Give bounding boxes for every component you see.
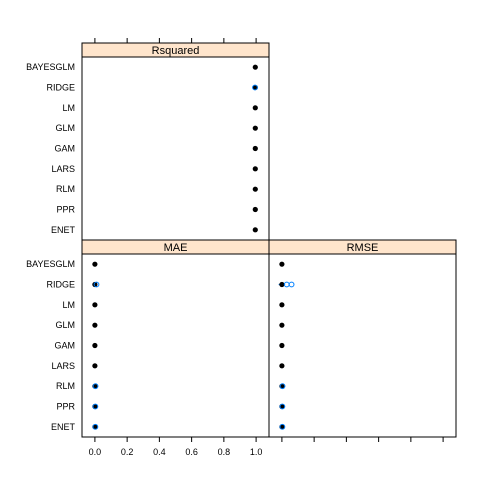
median-dot bbox=[252, 186, 258, 192]
model-label-glm-top: GLM bbox=[55, 123, 75, 133]
point-mae-rlm bbox=[92, 383, 99, 390]
panel-mae: MAE bbox=[81, 239, 270, 442]
median-dot bbox=[252, 166, 258, 172]
point-mae-lars bbox=[92, 363, 98, 369]
median-dot bbox=[92, 322, 98, 328]
point-rmse-bayesglm bbox=[279, 261, 285, 267]
model-label-rlm-top: RLM bbox=[56, 184, 75, 194]
x-axis-layer: 0.0 0.2 0.4 0.6 0.8 1.0 bbox=[89, 447, 263, 457]
outlier-0 bbox=[92, 403, 99, 410]
point-mae-lm bbox=[92, 302, 98, 308]
point-mae-ridge bbox=[92, 281, 100, 288]
outlier-0 bbox=[279, 403, 286, 410]
model-label-lm-bottom: LM bbox=[62, 300, 75, 310]
model-label-enet-top: ENET bbox=[51, 225, 76, 235]
x-tick-label-5: 1.0 bbox=[250, 447, 263, 457]
point-rmse-ppr bbox=[279, 403, 286, 410]
model-label-rlm-bottom: RLM bbox=[56, 381, 75, 391]
point-mae-gam bbox=[92, 342, 98, 349]
panel-rmse: RMSE bbox=[268, 239, 457, 442]
x-tick-label-1: 0.2 bbox=[121, 447, 134, 457]
x-tick-label-4: 0.8 bbox=[218, 447, 231, 457]
strip-label-rmse: RMSE bbox=[347, 242, 379, 254]
point-rmse-enet bbox=[279, 423, 286, 430]
median-dot bbox=[279, 281, 285, 288]
outlier-0 bbox=[252, 84, 258, 91]
point-rmse-gam bbox=[279, 342, 285, 349]
median-dot bbox=[252, 227, 258, 233]
model-label-ridge-top: RIDGE bbox=[46, 83, 75, 93]
strip-label-mae: MAE bbox=[164, 242, 188, 254]
median-dot bbox=[252, 125, 258, 131]
median-dot bbox=[252, 64, 258, 70]
median-dot bbox=[252, 105, 258, 111]
point-rmse-glm bbox=[279, 322, 285, 328]
point-rsquared-enet bbox=[252, 227, 258, 233]
point-mae-ppr bbox=[92, 403, 99, 410]
point-rsquared-gam bbox=[252, 145, 258, 152]
point-rmse-lars bbox=[279, 363, 285, 369]
x-tick-label-2: 0.4 bbox=[153, 447, 166, 457]
point-rmse-lm bbox=[279, 302, 285, 308]
median-dot bbox=[92, 363, 98, 369]
median-dot bbox=[279, 342, 285, 349]
point-mae-bayesglm bbox=[92, 261, 98, 267]
median-dot bbox=[92, 281, 98, 288]
outlier-0 bbox=[93, 281, 100, 288]
model-label-ppr-bottom: PPR bbox=[56, 402, 75, 412]
point-rmse-rlm bbox=[279, 383, 286, 390]
outlier-0 bbox=[92, 383, 99, 390]
point-mae-glm bbox=[92, 322, 98, 328]
model-label-glm-bottom: GLM bbox=[55, 320, 75, 330]
strip-label-rsquared: Rsquared bbox=[152, 45, 200, 57]
model-label-lars-top: LARS bbox=[51, 164, 75, 174]
model-labels-layer: BAYESGLM RIDGE LM GLM GAM LARS RLM PPR ENET BAYES… bbox=[26, 62, 75, 432]
plot-frame-mae bbox=[81, 253, 270, 438]
plot-frame-rmse bbox=[268, 253, 457, 438]
model-label-lm-top: LM bbox=[62, 103, 75, 113]
panel-rsquared: Rsquared bbox=[81, 38, 270, 241]
model-label-gam-bottom: GAM bbox=[54, 341, 75, 351]
point-rsquared-ppr bbox=[252, 206, 258, 213]
point-rsquared-lm bbox=[252, 105, 258, 111]
median-dot bbox=[279, 322, 285, 328]
model-label-bayesglm-bottom: BAYESGLM bbox=[26, 259, 75, 269]
point-rsquared-rlm bbox=[252, 186, 258, 192]
outlier-0 bbox=[279, 423, 286, 430]
point-mae-enet bbox=[92, 423, 99, 430]
median-dot bbox=[92, 261, 98, 267]
median-dot bbox=[252, 206, 258, 213]
x-tick-label-0: 0.0 bbox=[89, 447, 102, 457]
median-dot bbox=[252, 145, 258, 152]
point-rsquared-lars bbox=[252, 166, 258, 172]
point-rsquared-ridge bbox=[252, 84, 258, 91]
point-rmse-ridge bbox=[278, 281, 295, 288]
outlier-0 bbox=[279, 383, 286, 390]
point-rsquared-glm bbox=[252, 125, 258, 131]
model-label-gam-top: GAM bbox=[54, 144, 75, 154]
median-dot bbox=[279, 363, 285, 369]
model-label-lars-bottom: LARS bbox=[51, 361, 75, 371]
model-label-ridge-bottom: RIDGE bbox=[46, 280, 75, 290]
model-label-bayesglm-top: BAYESGLM bbox=[26, 62, 75, 72]
model-label-ppr-top: PPR bbox=[56, 205, 75, 215]
median-dot bbox=[279, 302, 285, 308]
outlier-0 bbox=[92, 423, 99, 430]
outlier-1 bbox=[288, 281, 295, 288]
panels-layer: Rsquared MAE RMSE bbox=[81, 38, 457, 442]
plot-frame-rsquared bbox=[81, 56, 270, 241]
median-dot bbox=[92, 302, 98, 308]
point-rsquared-bayesglm bbox=[252, 64, 258, 70]
median-dot bbox=[92, 342, 98, 349]
median-dot bbox=[279, 261, 285, 267]
x-tick-label-3: 0.6 bbox=[185, 447, 198, 457]
model-label-enet-bottom: ENET bbox=[51, 422, 76, 432]
